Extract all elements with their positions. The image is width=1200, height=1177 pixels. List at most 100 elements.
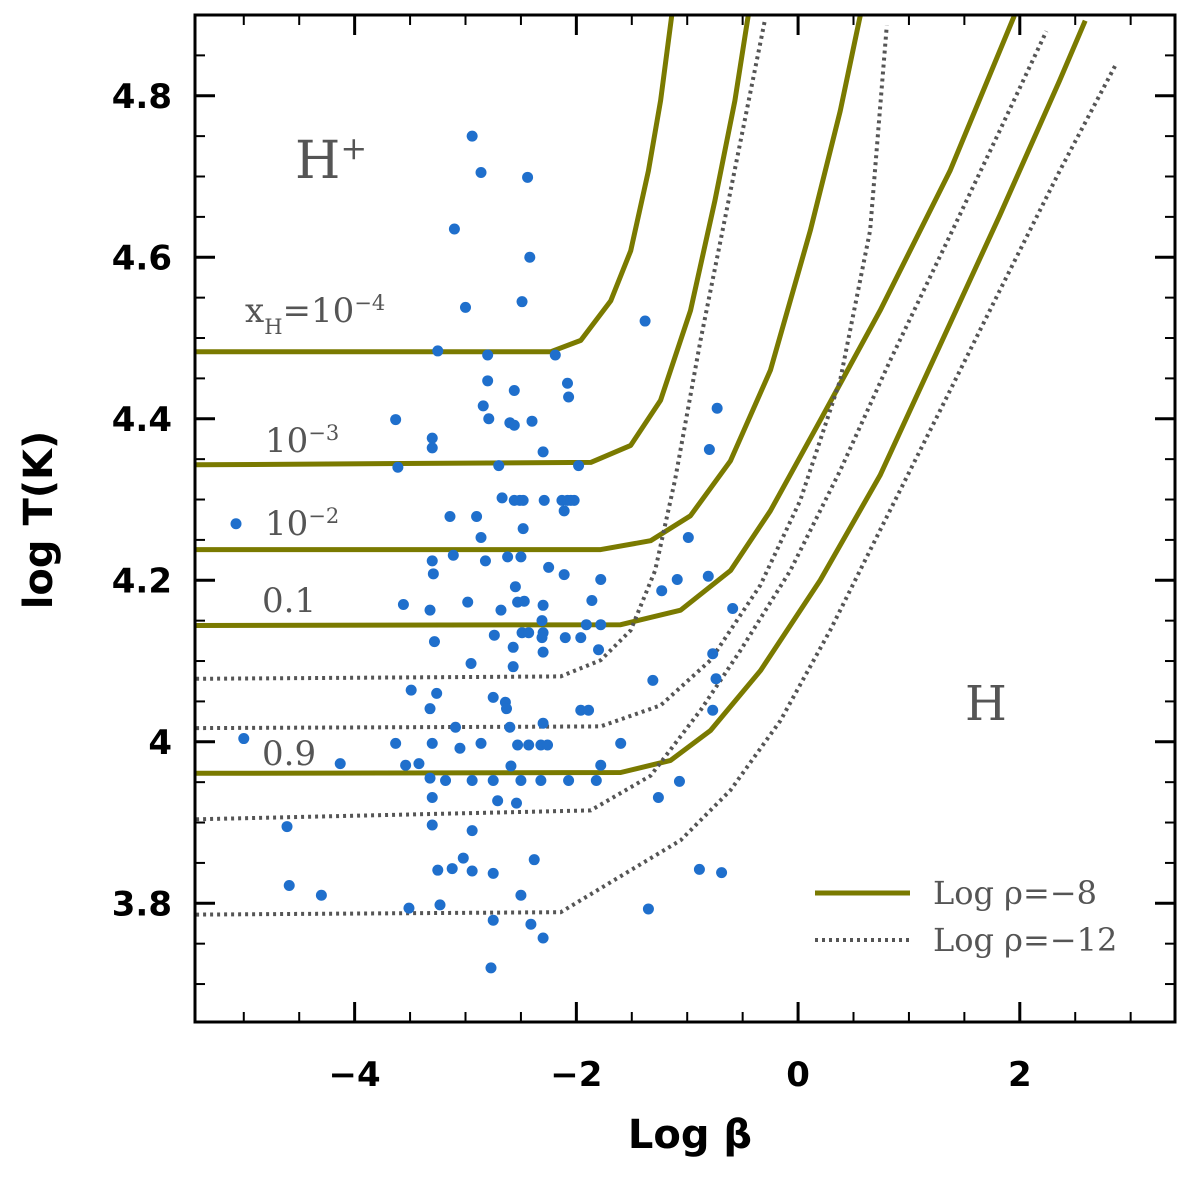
data-point [496,492,508,504]
data-point [590,775,602,787]
data-point [487,867,499,879]
data-point [524,251,536,263]
data-point [475,166,487,178]
plot-area [196,15,1117,974]
annotation-part: x [245,291,264,331]
data-point [462,596,474,608]
data-point [559,632,571,644]
data-point [390,737,402,749]
data-point [507,661,519,673]
data-point [536,615,548,627]
data-point [471,510,483,522]
data-point [517,523,529,535]
curve [196,19,1088,776]
annotation-part: 10 [265,504,308,544]
curve [196,15,1017,628]
data-point [334,758,346,770]
data-point [693,863,705,875]
data-point [586,594,598,606]
data-point [426,737,438,749]
data-point [424,772,436,784]
data-point [583,704,595,716]
data-point [682,531,694,543]
plot-frame [193,13,1177,1024]
annotation-part: + [340,129,367,167]
annotation-part: −4 [354,291,385,315]
data-point [431,687,443,699]
data-point [446,863,458,875]
data-point [537,932,549,944]
data-point [426,555,438,567]
annotation: 0.1 [262,581,316,621]
data-point [563,775,575,787]
data-point [515,551,527,563]
annotation-part: H [965,676,1007,732]
data-point [495,604,507,616]
y-tick-label: 4.8 [112,77,172,117]
data-point [475,737,487,749]
data-point [595,759,607,771]
annotation: 10−3 [265,421,339,461]
curve [196,64,1117,917]
data-point [479,555,491,567]
data-point [400,759,412,771]
data-point [238,733,250,745]
data-point [727,603,739,615]
annotation: H [965,676,1007,732]
data-point [426,442,438,454]
data-point [508,419,520,431]
data-point [537,599,549,611]
data-point [483,413,495,425]
data-point [716,867,728,879]
data-point [428,636,440,648]
curve [196,30,1049,822]
data-point [595,573,607,585]
data-point [707,648,719,660]
annotation: 10−2 [265,504,339,544]
data-point [671,573,683,585]
data-point [492,795,504,807]
data-point [561,377,573,389]
data-point [543,561,555,573]
data-point [475,531,487,543]
data-point [522,171,534,183]
data-point [558,505,570,517]
data-point [432,345,444,357]
y-tick-label: 4.6 [112,238,172,278]
data-point [517,494,529,506]
data-point [558,569,570,581]
data-point [523,739,535,751]
data-point [444,510,456,522]
data-point [507,641,519,653]
y-axis-label: log T(K) [16,431,62,610]
data-point [424,604,436,616]
data-point [315,889,327,901]
data-point [392,461,404,473]
annotation-part: −2 [308,504,339,528]
data-point [639,315,651,327]
annotation-part: H [295,131,340,191]
data-point [482,349,494,361]
data-point [615,737,627,749]
data-point [488,629,500,641]
data-point [707,704,719,716]
curve [196,15,751,468]
data-point [573,460,585,472]
data-point [537,446,549,458]
data-point [504,721,516,733]
data-point [508,385,520,397]
data-point [568,494,580,506]
data-point [502,551,514,563]
annotation: 0.9 [262,734,316,774]
data-point [440,775,452,787]
data-point [536,632,548,644]
data-point [485,962,497,974]
data-point [512,739,524,751]
data-point [673,775,685,787]
data-point [477,400,489,412]
data-point [447,549,459,561]
data-point [518,595,530,607]
data-point [466,775,478,787]
x-tick-label: −4 [329,1055,381,1095]
annotation-part: H [264,315,282,339]
